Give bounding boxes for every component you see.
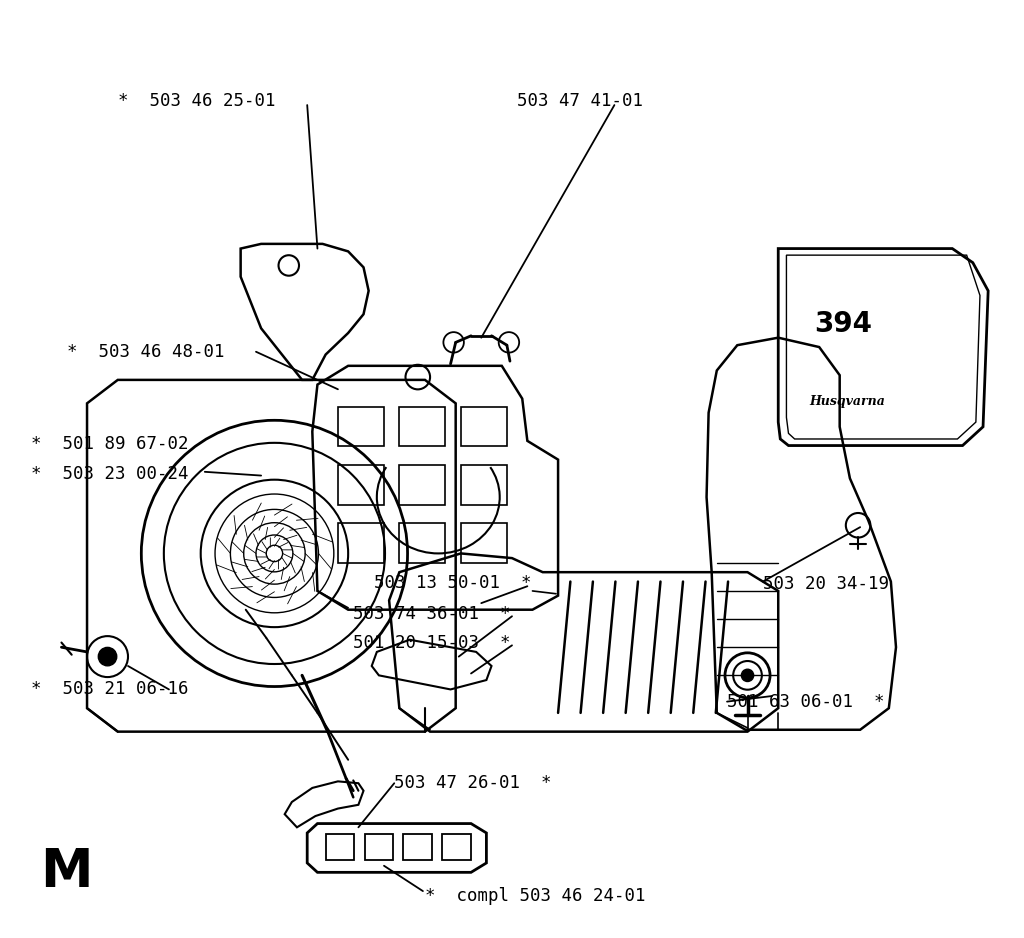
Text: M: M [40,846,93,899]
Text: *  503 46 25-01: * 503 46 25-01 [118,92,275,111]
Text: *  503 21 06-16: * 503 21 06-16 [31,680,188,699]
Text: *  503 46 48-01: * 503 46 48-01 [67,342,224,361]
Text: *  compl 503 46 24-01: * compl 503 46 24-01 [425,886,645,905]
Text: 501 20 15-03  *: 501 20 15-03 * [353,633,511,652]
Text: *  503 23 00-24: * 503 23 00-24 [31,464,188,483]
Text: 394: 394 [814,310,872,338]
Text: 503 47 26-01  *: 503 47 26-01 * [394,774,552,793]
Text: 503 47 41-01: 503 47 41-01 [517,92,643,111]
Circle shape [98,647,117,666]
Text: 501 63 06-01  *: 501 63 06-01 * [727,692,885,711]
Text: 503 74 36-01  *: 503 74 36-01 * [353,605,511,624]
Text: 503 20 34-19: 503 20 34-19 [763,575,889,594]
Text: Husqvarna: Husqvarna [809,395,885,408]
Circle shape [741,669,754,682]
Text: 503 13 50-01  *: 503 13 50-01 * [374,574,531,593]
Text: *  501 89 67-02: * 501 89 67-02 [31,434,188,453]
